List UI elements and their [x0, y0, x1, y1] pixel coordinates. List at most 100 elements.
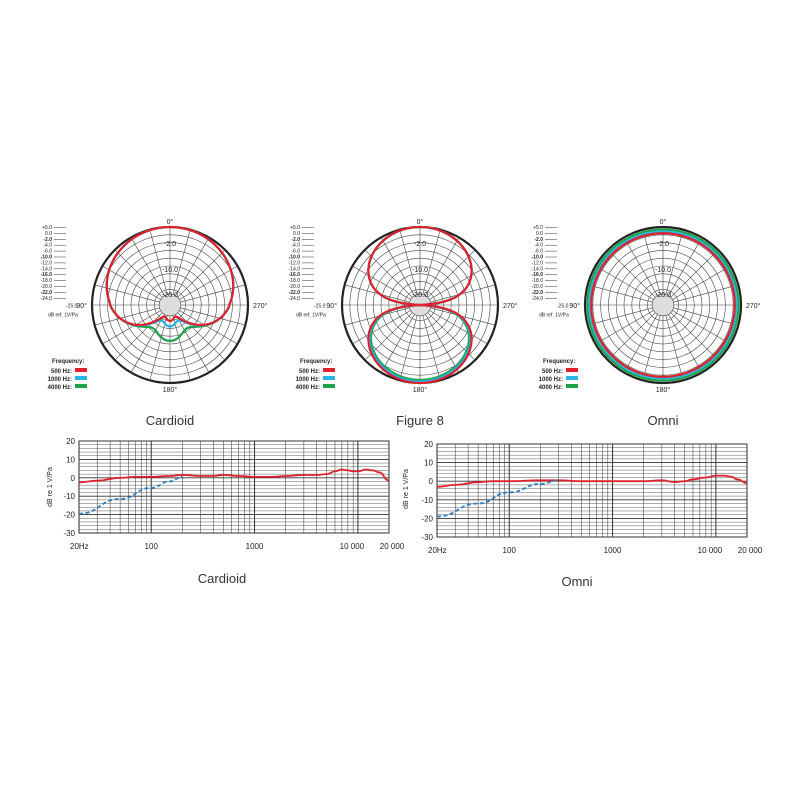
- scale-label: -24.0: [41, 296, 53, 302]
- grid-spoke: [430, 284, 496, 303]
- legend-swatch: [75, 384, 87, 388]
- grid-spoke: [352, 265, 411, 300]
- legend-label: 500 Hz:: [51, 369, 72, 375]
- grid-spoke: [595, 310, 654, 345]
- polar-series: [586, 228, 740, 382]
- polar-curves: [586, 228, 740, 382]
- grid-spoke: [180, 307, 246, 326]
- caption-omni-frequency: Omni: [561, 574, 592, 589]
- legend-label: 4000 Hz:: [539, 385, 563, 391]
- scale-label: -20.0: [289, 284, 301, 290]
- grid-spoke: [344, 284, 410, 303]
- grid-spoke: [430, 307, 496, 326]
- grid-spoke: [668, 237, 703, 296]
- polar-legend: Frequency: 500 Hz: 1000 Hz: 4000 Hz:: [48, 359, 87, 391]
- scale-label: -2.0: [534, 237, 543, 243]
- polar-legend: Frequency: 500 Hz: 1000 Hz: 4000 Hz:: [296, 359, 335, 391]
- legend-label: 4000 Hz:: [296, 385, 320, 391]
- frequency-response-line: [436, 474, 748, 488]
- grid-spoke: [114, 249, 163, 298]
- grid-spoke: [177, 249, 226, 298]
- grid-spoke: [172, 229, 191, 295]
- x-tick-label: 20Hz: [70, 542, 89, 551]
- scale-label: -25.0: [66, 304, 78, 310]
- scale-label: -18.0: [289, 278, 301, 284]
- ring-label-20: -20.0: [655, 292, 671, 299]
- grid-spoke: [429, 265, 488, 300]
- scale-label: -12.0: [41, 260, 53, 266]
- legend-label: 1000 Hz:: [48, 377, 72, 383]
- scale-label: -4.0: [534, 243, 543, 249]
- scale-label: -6.0: [534, 249, 543, 255]
- y-tick-label: 20: [424, 440, 433, 449]
- angle-label-180: 180°: [163, 386, 178, 394]
- y-tick-label: -20: [421, 514, 433, 523]
- grid-spoke: [427, 249, 476, 298]
- polar-chart-figure8: +5.00.0-2.0-4.0-6.0-10.0-12.0-14.0-16.0-…: [289, 218, 518, 428]
- x-tick-label: 20Hz: [428, 546, 447, 555]
- plot-frame: [436, 443, 748, 538]
- unit-label: dB ref. 1V/Pa: [48, 313, 78, 319]
- legend-title: Frequency:: [300, 359, 332, 365]
- grid-spoke: [175, 237, 210, 296]
- grid-spoke: [673, 284, 739, 303]
- ring-label-10: -10.0: [162, 267, 178, 274]
- angle-label-0: 0°: [167, 218, 174, 226]
- legend-swatch: [323, 368, 335, 372]
- grid-spoke: [672, 310, 731, 345]
- scale-label: -25.0: [314, 304, 326, 310]
- x-tick-label: 10 000: [340, 542, 365, 551]
- legend-swatch: [323, 384, 335, 388]
- y-tick-label: -30: [63, 529, 75, 538]
- scale-label: -6.0: [43, 249, 52, 255]
- grid-spoke: [399, 229, 418, 295]
- scale-label: 0.0: [536, 231, 543, 237]
- x-tick-label: 10 000: [698, 546, 723, 555]
- polar-series: [590, 232, 736, 378]
- legend-swatch: [566, 368, 578, 372]
- scale-label: -10.0: [532, 255, 544, 261]
- polar-series: [588, 230, 738, 380]
- scale-label: -18.0: [41, 278, 53, 284]
- center-hub: [158, 293, 182, 317]
- legend-swatch: [323, 376, 335, 380]
- legend-label: 500 Hz:: [299, 369, 320, 375]
- ring-label-10: -10.0: [412, 267, 428, 274]
- grid-spoke: [380, 237, 415, 296]
- unit-label: dB ref. 1V/Pa: [539, 313, 569, 319]
- grid-spoke: [607, 249, 656, 298]
- grid-spoke: [422, 229, 441, 295]
- scale-label: -4.0: [291, 243, 300, 249]
- scale-label: -18.0: [532, 278, 544, 284]
- polar-scale-column: +5.00.0-2.0-4.0-6.0-10.0-12.0-14.0-16.0-…: [532, 225, 569, 319]
- scale-label: -14.0: [532, 266, 544, 272]
- scale-label: 0.0: [45, 231, 52, 237]
- y-axis-label: dB re 1 V/Pa: [403, 469, 410, 509]
- grid-spoke: [595, 265, 654, 300]
- ring-label-2: -2.0: [657, 241, 669, 248]
- center-hub: [651, 293, 675, 317]
- grid-spoke: [180, 284, 246, 303]
- ring-label-20: -20.0: [162, 292, 178, 299]
- grid-spoke: [130, 314, 165, 373]
- polar-legend: Frequency: 500 Hz: 1000 Hz: 4000 Hz:: [539, 359, 578, 391]
- scale-label: 0.0: [293, 231, 300, 237]
- scale-label: -24.0: [532, 296, 544, 302]
- grid-spoke: [642, 315, 661, 381]
- grid-spoke: [665, 315, 684, 381]
- grid-spoke: [175, 314, 210, 373]
- y-tick-label: 10: [424, 459, 433, 468]
- ring-label-10: -10.0: [655, 267, 671, 274]
- scale-label: -14.0: [41, 266, 53, 272]
- angle-label-0: 0°: [660, 218, 667, 226]
- grid-spoke: [665, 229, 684, 295]
- caption-omni-polar: Omni: [647, 413, 678, 428]
- scale-label: -6.0: [291, 249, 300, 255]
- grid-spoke: [607, 312, 656, 361]
- grid-spoke: [670, 249, 719, 298]
- ring-label-2: -2.0: [414, 241, 426, 248]
- grid-spoke: [179, 310, 238, 345]
